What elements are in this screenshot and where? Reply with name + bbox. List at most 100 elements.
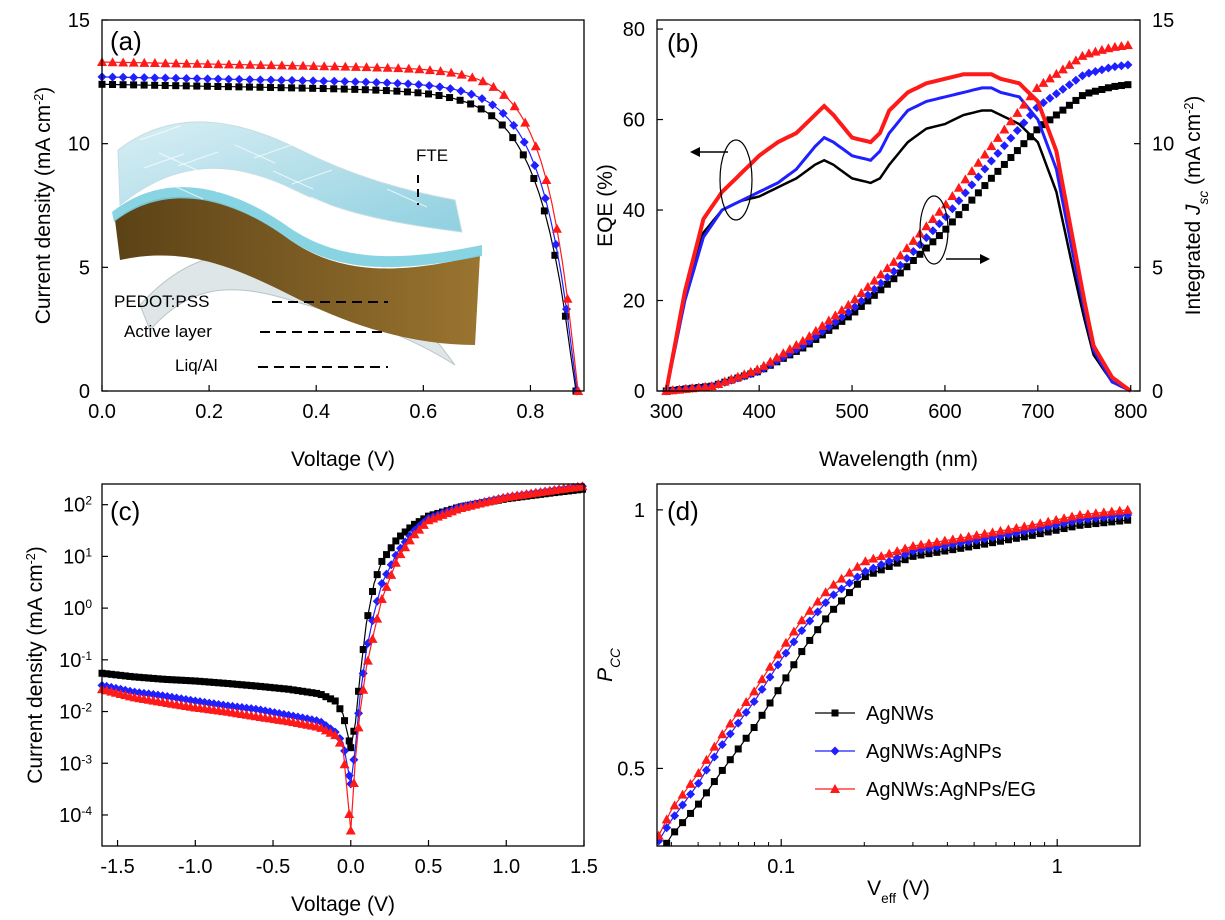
panel-label-c: (c) [110, 496, 140, 526]
jsc-point [851, 308, 859, 316]
pcc-point [822, 615, 830, 623]
dark-jv-point [334, 737, 345, 747]
pcc-point [836, 573, 847, 583]
y-tick-label-part: 0 [85, 597, 92, 611]
jsc-point [1025, 110, 1035, 120]
data-point [350, 61, 361, 71]
x-axis-label: Veff (V) [867, 877, 930, 906]
pcc-point [806, 636, 814, 644]
dark-jv-point [331, 697, 339, 705]
dark-jv-point [383, 551, 391, 559]
jsc-point [817, 320, 828, 330]
jsc-point [961, 203, 969, 211]
data-point [488, 81, 499, 91]
eqe-line [665, 109, 1132, 393]
pcc-point [718, 766, 726, 774]
data-point [446, 67, 457, 77]
x-tick-label: 0.0 [337, 856, 365, 878]
data-point [171, 73, 181, 83]
dark-jv-point [135, 673, 143, 681]
jsc-point [1117, 82, 1125, 90]
data-point [530, 141, 541, 151]
pcc-point [1074, 509, 1085, 519]
pcc-point [892, 546, 903, 556]
y-tick-label-part: -4 [81, 804, 92, 818]
y-tick-label: 10-3 [59, 752, 92, 775]
data-point [107, 57, 118, 67]
dark-jv-point [107, 670, 115, 678]
pcc-point [884, 548, 895, 558]
jsc-point [986, 141, 997, 151]
dark-jv-point [404, 535, 415, 545]
pcc-point [868, 563, 878, 573]
pcc-point [844, 578, 854, 588]
active-layer [115, 196, 480, 345]
pcc-point [687, 809, 695, 817]
data-point [160, 73, 170, 83]
inset-label-liqal: Liq/Al [175, 356, 218, 375]
pcc-point [804, 605, 815, 615]
jsc-point [1039, 121, 1047, 129]
y-tick-label: 5 [79, 257, 90, 279]
jsc-point [857, 302, 865, 310]
dark-jv-point [149, 674, 157, 682]
dark-jv-point [159, 675, 167, 683]
pcc-point [733, 718, 743, 728]
data-point [361, 86, 369, 94]
dark-jv-point [359, 646, 367, 654]
y-axis-label-part: Current density (mA cm [24, 564, 47, 783]
legend-marker [830, 784, 840, 793]
dark-jv-point [173, 676, 181, 684]
y-tick-label: 60 [623, 110, 645, 132]
pcc-point [750, 724, 758, 732]
device-structure-inset [112, 121, 482, 366]
data-point [171, 58, 182, 68]
pcc-point [813, 607, 823, 617]
dark-jv-point [285, 685, 293, 693]
x-tick-label: 500 [835, 401, 868, 423]
pcc-point [860, 566, 870, 576]
x-tick-label: 0.1 [767, 856, 795, 878]
y-tick-label-part: 10 [59, 650, 81, 672]
data-point [477, 76, 488, 86]
jsc-point [758, 360, 769, 370]
dark-jv-point [201, 678, 209, 686]
data-point [149, 58, 160, 68]
dark-jv-point [344, 808, 355, 818]
pcc-point [1084, 520, 1092, 528]
data-point [467, 100, 475, 108]
pcc-point [717, 729, 728, 739]
x-axis-label-part: V [867, 877, 881, 900]
dark-jv-point [358, 684, 369, 694]
x-tick-label: 0.6 [409, 401, 437, 423]
jsc-point [1052, 111, 1060, 119]
pcc-point [1028, 531, 1036, 539]
pcc-point [979, 528, 990, 538]
pcc-point [782, 674, 790, 682]
jsc-point [1085, 89, 1093, 97]
dark-jv-point [224, 680, 232, 688]
data-point [477, 94, 487, 104]
data-point [172, 82, 180, 90]
pcc-point [852, 572, 862, 582]
pcc-point [765, 672, 775, 682]
jsc-point [843, 307, 853, 317]
jsc-point [1090, 66, 1100, 76]
pcc-point [828, 579, 839, 589]
jsc-point [1045, 93, 1055, 103]
jsc-point [1018, 99, 1029, 109]
eqe-line [664, 86, 1132, 393]
pcc-point [788, 626, 799, 636]
jsc-point [850, 302, 860, 312]
inset-label-pedot: PEDOT:PSS [114, 292, 209, 311]
data-point [139, 57, 150, 67]
plot-frame-c [101, 483, 585, 847]
y-tick-label-part: 10 [63, 495, 85, 517]
nanowire-strand [367, 161, 409, 177]
data-point [182, 82, 190, 90]
dark-jv-series-3 [97, 481, 588, 835]
jsc-point [935, 232, 943, 240]
pcc-point [838, 597, 846, 605]
jsc-point [771, 352, 782, 362]
pcc-point [702, 789, 710, 797]
